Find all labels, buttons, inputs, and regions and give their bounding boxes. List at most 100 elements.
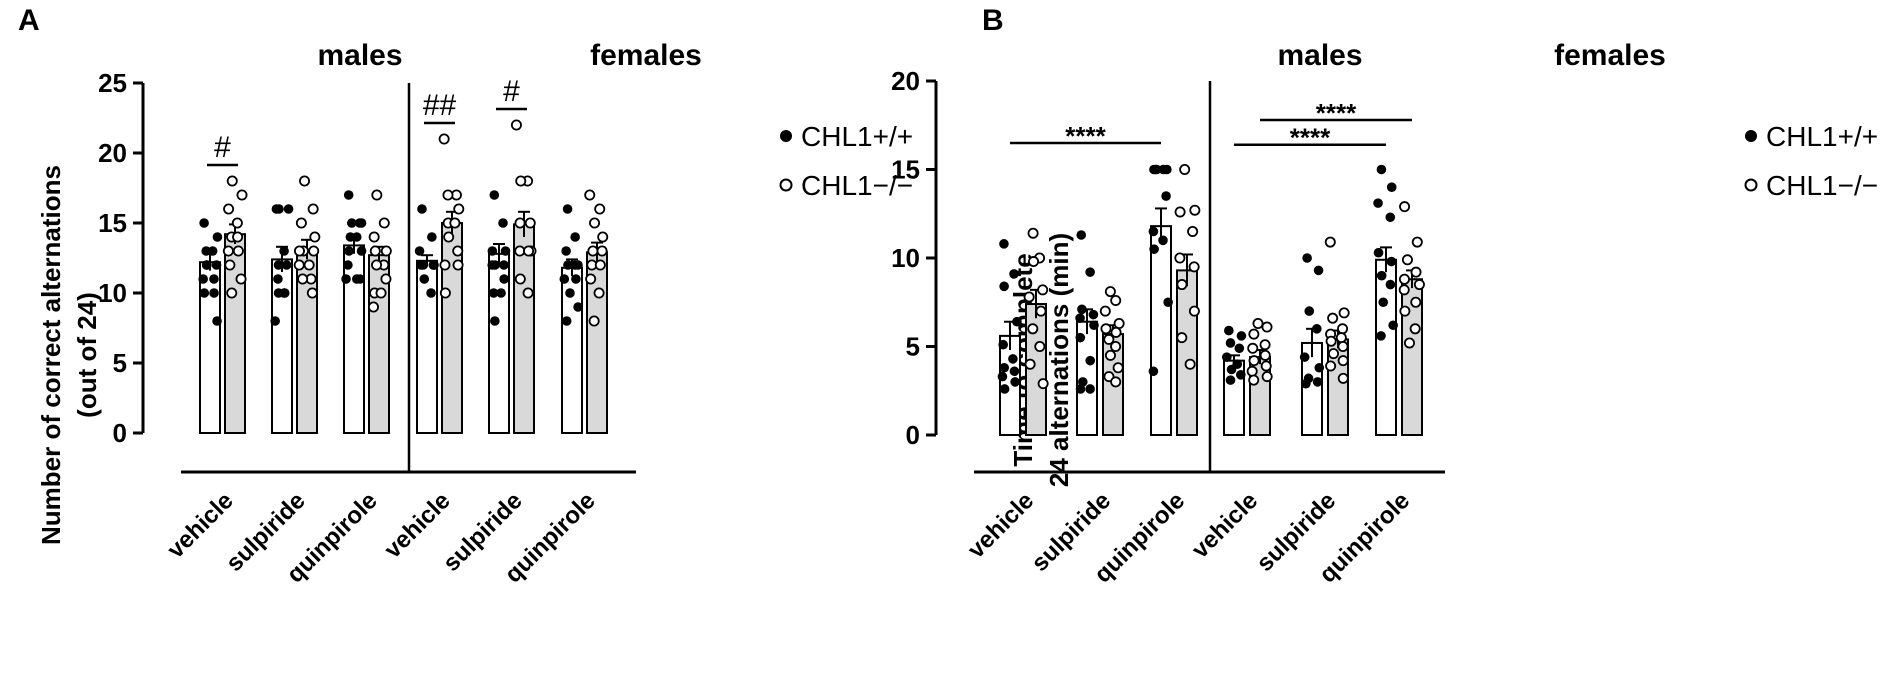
panel-b-sig-label-1: ****	[1316, 98, 1357, 128]
panel-a-point-females-quinpirole-ko-3	[597, 231, 609, 243]
panel-b-point-males-vehicle-ko-7	[1034, 340, 1046, 352]
panel-b-point-females-quinpirole-wt-7	[1385, 279, 1396, 290]
panel-b-point-females-vehicle-ko-3	[1259, 339, 1271, 351]
panel-a-point-females-sulpiride-ko-2	[515, 175, 527, 187]
panel-b-point-females-sulpiride-ko-5	[1335, 332, 1347, 344]
panel-b-point-females-sulpiride-wt-5	[1314, 362, 1325, 373]
panel-b-point-females-vehicle-ko-10	[1248, 374, 1260, 386]
panel-b-point-males-vehicle-ko-6	[1027, 323, 1039, 335]
panel-b-point-males-vehicle-wt-1	[1009, 269, 1019, 279]
panel-b-point-males-quinpirole-wt-3	[1162, 164, 1172, 175]
panel-a-point-males-quinpirole-wt-2	[346, 218, 357, 228]
panel-a-point-males-sulpiride-wt-2	[274, 204, 284, 214]
panel-a-point-males-sulpiride-wt-6	[273, 274, 283, 284]
panel-b-point-females-vehicle-wt-8	[1225, 375, 1236, 385]
panel-a-point-males-quinpirole-wt-6	[344, 246, 354, 256]
panel-a-point-males-sulpiride-wt-4	[273, 260, 284, 270]
panel-a-bar-males-sulpiride-wt	[271, 258, 293, 434]
panel-b-point-females-vehicle-ko-1	[1261, 321, 1273, 333]
panel-a-point-males-vehicle-ko-5	[232, 231, 244, 243]
panel-b-x-label-females-vehicle: vehicle	[1187, 487, 1264, 564]
panel-b-point-males-vehicle-ko-9	[1037, 378, 1049, 390]
panel-b-point-females-quinpirole-ko-6	[1398, 284, 1410, 296]
panel-b-plot: 05101520vehiclesulpiridequinpirolevehicl…	[891, 66, 1445, 588]
panel-b-point-females-quinpirole-ko-4	[1398, 273, 1410, 285]
panel-a-point-males-vehicle-wt-9	[209, 288, 219, 298]
panel-b-point-males-sulpiride-wt-6	[1075, 332, 1086, 343]
panel-a-point-females-quinpirole-wt-7	[571, 274, 581, 284]
panel-b-point-females-quinpirole-wt-6	[1376, 270, 1387, 281]
panel-a-point-females-vehicle-wt-9	[426, 288, 436, 298]
panel-a-bar-males-vehicle-wt	[199, 261, 221, 435]
panel-a-point-males-sulpiride-ko-0	[299, 175, 311, 187]
panel-a-point-males-sulpiride-ko-6	[293, 245, 305, 257]
panel-b-point-males-sulpiride-wt-7	[1085, 355, 1096, 366]
panel-b-point-males-quinpirole-ko-8	[1176, 332, 1188, 344]
legend-a-marker-ko	[779, 178, 793, 192]
panel-b-point-females-sulpiride-ko-8	[1328, 348, 1340, 360]
panel-a-point-females-sulpiride-wt-6	[487, 260, 498, 270]
panel-a-point-males-vehicle-ko-9	[235, 273, 247, 285]
panel-b-point-males-sulpiride-ko-3	[1113, 317, 1125, 329]
panel-b-point-females-quinpirole-wt-3	[1385, 212, 1396, 223]
panel-b-point-females-sulpiride-ko-0	[1324, 236, 1336, 248]
panel-b-point-females-quinpirole-wt-10	[1376, 331, 1386, 341]
panel-a-point-females-sulpiride-ko-3	[524, 217, 536, 229]
panel-a-point-females-sulpiride-ko-0	[510, 119, 522, 131]
panel-a-point-females-quinpirole-wt-6	[559, 274, 570, 284]
panel-b-point-males-sulpiride-ko-4	[1100, 323, 1112, 335]
panel-b-point-males-quinpirole-wt-8	[1149, 244, 1159, 254]
panel-a-point-males-quinpirole-ko-3	[380, 245, 392, 257]
panel-b-bar-males-quinpirole-wt	[1150, 225, 1172, 436]
panel-b-point-males-vehicle-ko-3	[1037, 284, 1049, 296]
panel-b-point-females-sulpiride-wt-0	[1302, 253, 1312, 263]
panel-b-point-females-quinpirole-ko-7	[1410, 296, 1422, 308]
panel-b-label: B	[982, 4, 1004, 37]
panel-b-point-females-sulpiride-wt-7	[1312, 377, 1323, 387]
panel-b-point-males-sulpiride-wt-5	[1089, 320, 1099, 331]
panel-a-point-females-vehicle-ko-2	[442, 189, 454, 201]
panel-b-legend: CHL1+/+ CHL1−/−	[1744, 121, 1878, 201]
panel-a-point-females-vehicle-wt-8	[419, 274, 430, 284]
panel-b-bar-males-quinpirole-ko	[1176, 269, 1198, 437]
legend-b-label-ko: CHL1−/−	[1766, 170, 1878, 201]
panel-a-point-females-quinpirole-wt-5	[570, 260, 580, 270]
panel-b-point-males-quinpirole-ko-7	[1188, 305, 1200, 317]
panel-a-point-females-vehicle-wt-6	[416, 260, 426, 270]
panel-b-point-males-vehicle-wt-4	[998, 339, 1009, 350]
panel-a-y-tick-label-5: 25	[98, 68, 127, 98]
panel-b-y-tick-label-2: 10	[891, 243, 920, 273]
panel-a-point-males-vehicle-wt-5	[211, 260, 222, 270]
panel-b-point-males-vehicle-wt-5	[1008, 354, 1018, 364]
panel-b-point-females-sulpiride-ko-10	[1325, 360, 1337, 372]
panel-b-point-males-sulpiride-ko-0	[1104, 286, 1116, 298]
panel-b-point-females-quinpirole-wt-1	[1386, 182, 1397, 192]
panel-b-point-males-vehicle-wt-9	[1010, 377, 1020, 387]
panel-a-point-males-sulpiride-wt-9	[279, 288, 289, 298]
panel-b-point-females-vehicle-wt-3	[1234, 343, 1245, 354]
panel-a-point-females-sulpiride-wt-7	[499, 274, 509, 284]
panel-b-point-males-sulpiride-wt-0	[1076, 230, 1087, 240]
panel-b-point-females-quinpirole-wt-0	[1376, 164, 1387, 175]
panel-b-point-males-vehicle-wt-8	[997, 371, 1008, 382]
panel-a-point-females-quinpirole-wt-1	[570, 232, 580, 242]
panel-a-point-males-quinpirole-ko-2	[368, 231, 380, 243]
panel-a-point-females-quinpirole-ko-2	[589, 217, 601, 229]
panel-a-point-males-sulpiride-ko-8	[293, 259, 305, 271]
panel-a-point-females-sulpiride-wt-9	[496, 288, 506, 298]
panel-b-point-females-sulpiride-ko-6	[1325, 335, 1337, 347]
panel-a-point-males-vehicle-ko-10	[226, 287, 238, 299]
panel-b-point-males-sulpiride-ko-5	[1110, 326, 1122, 338]
panel-a-point-females-sulpiride-wt-10	[490, 316, 500, 326]
panel-b-point-males-vehicle-ko-5	[1035, 305, 1047, 317]
panel-b-point-males-quinpirole-wt-5	[1161, 191, 1171, 201]
panel-b-point-males-quinpirole-ko-5	[1188, 261, 1200, 273]
panel-b-point-males-sulpiride-ko-9	[1112, 362, 1124, 374]
panel-a-point-males-vehicle-wt-3	[207, 246, 218, 256]
panel-a-point-females-vehicle-ko-9	[452, 259, 464, 271]
panel-b-point-males-sulpiride-wt-4	[1075, 313, 1085, 323]
panel-b-point-females-vehicle-wt-4	[1221, 352, 1232, 362]
panel-b-point-females-vehicle-ko-5	[1259, 349, 1271, 361]
panel-a-point-females-sulpiride-wt-0	[489, 190, 500, 200]
panel-b-point-females-sulpiride-ko-11	[1337, 372, 1349, 384]
